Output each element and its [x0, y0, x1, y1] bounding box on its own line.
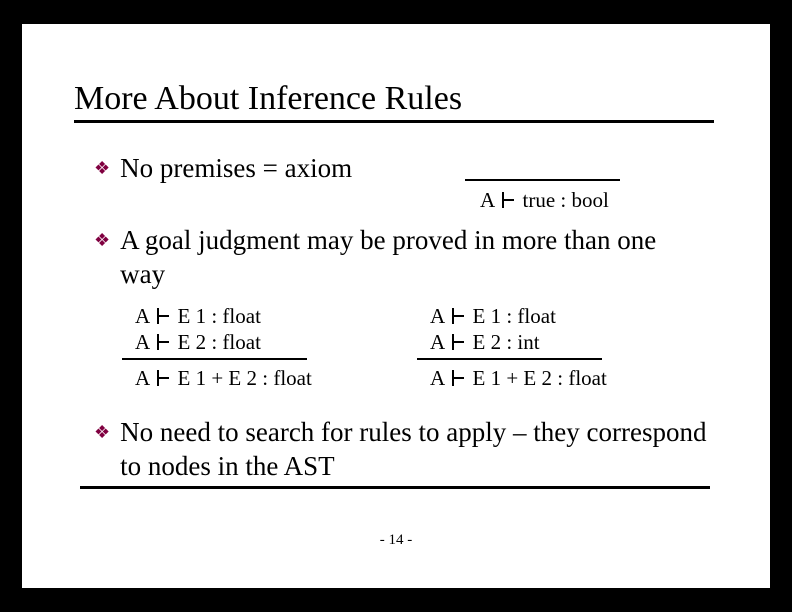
rr-p1-a: A: [430, 304, 444, 328]
rl-p1-post: E 1 : float: [178, 304, 261, 328]
rule-left-p1: A E 1 : float: [135, 304, 261, 329]
diamond-icon: ❖: [94, 422, 110, 443]
bullet-1-text: No premises = axiom: [120, 152, 352, 186]
axiom-post: true : bool: [523, 188, 609, 212]
rr-c-a: A: [430, 366, 444, 390]
diamond-icon: ❖: [94, 230, 110, 251]
slide: More About Inference Rules ❖ No premises…: [22, 24, 770, 588]
turnstile-icon: [450, 308, 466, 324]
turnstile-icon: [450, 370, 466, 386]
rule-right-p2: A E 2 : int: [430, 330, 540, 355]
rl-p2-post: E 2 : float: [178, 330, 261, 354]
diamond-icon: ❖: [94, 158, 110, 179]
bullet-3: ❖ No need to search for rules to apply –…: [94, 416, 714, 484]
rule-left-line: [122, 358, 307, 360]
rule-right-p1: A E 1 : float: [430, 304, 556, 329]
turnstile-icon: [155, 370, 171, 386]
slide-title: More About Inference Rules: [74, 80, 714, 123]
rl-p2-a: A: [135, 330, 149, 354]
rule-left-p2: A E 2 : float: [135, 330, 261, 355]
bottom-rule: [80, 486, 710, 489]
rule-right-conclusion: A E 1 + E 2 : float: [430, 366, 607, 391]
rl-c-a: A: [135, 366, 149, 390]
rr-c-post: E 1 + E 2 : float: [473, 366, 607, 390]
rr-p2-post: E 2 : int: [473, 330, 540, 354]
page-number: - 14 -: [22, 532, 770, 549]
rr-p2-a: A: [430, 330, 444, 354]
rr-p1-post: E 1 : float: [473, 304, 556, 328]
axiom-line: [465, 179, 620, 181]
turnstile-icon: [155, 308, 171, 324]
bullet-2-text: A goal judgment may be proved in more th…: [120, 224, 704, 292]
bullet-3-text: No need to search for rules to apply – t…: [120, 416, 714, 484]
turnstile-icon: [155, 334, 171, 350]
rl-p1-a: A: [135, 304, 149, 328]
turnstile-icon: [500, 192, 516, 208]
rule-right-line: [417, 358, 602, 360]
rl-c-post: E 1 + E 2 : float: [178, 366, 312, 390]
axiom-a: A: [480, 188, 494, 212]
bullet-2: ❖ A goal judgment may be proved in more …: [94, 224, 704, 292]
axiom-conclusion: A true : bool: [480, 188, 609, 213]
rule-left-conclusion: A E 1 + E 2 : float: [135, 366, 312, 391]
turnstile-icon: [450, 334, 466, 350]
